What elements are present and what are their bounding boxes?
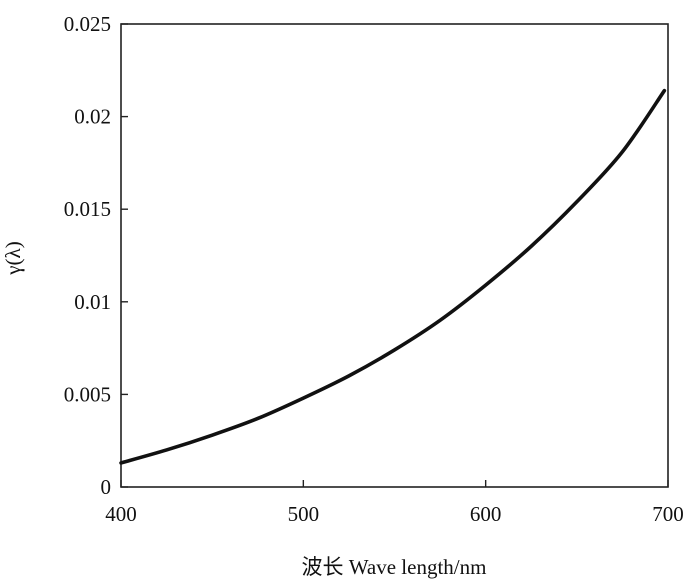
x-axis-ticks: 400 500 600 700 <box>105 480 684 526</box>
y-tick-label: 0.01 <box>74 290 111 314</box>
y-tick-label: 0.005 <box>64 382 111 406</box>
y-axis-ticks: 0 0.005 0.01 0.015 0.02 0.025 <box>64 12 128 499</box>
y-axis-title: γ(λ) <box>1 241 25 275</box>
series-layer <box>119 88 667 465</box>
x-tick-label: 600 <box>470 502 502 526</box>
y-tick-label: 0.02 <box>74 105 111 129</box>
x-tick-label: 500 <box>288 502 320 526</box>
series-line <box>119 88 667 465</box>
y-tick-label: 0.025 <box>64 12 111 36</box>
y-tick-label: 0.015 <box>64 197 111 221</box>
plot-frame <box>120 23 669 488</box>
y-tick-label: 0 <box>101 475 112 499</box>
x-tick-label: 400 <box>105 502 137 526</box>
x-axis-title: 波长 Wave length/nm <box>302 555 487 579</box>
x-tick-label: 700 <box>652 502 684 526</box>
